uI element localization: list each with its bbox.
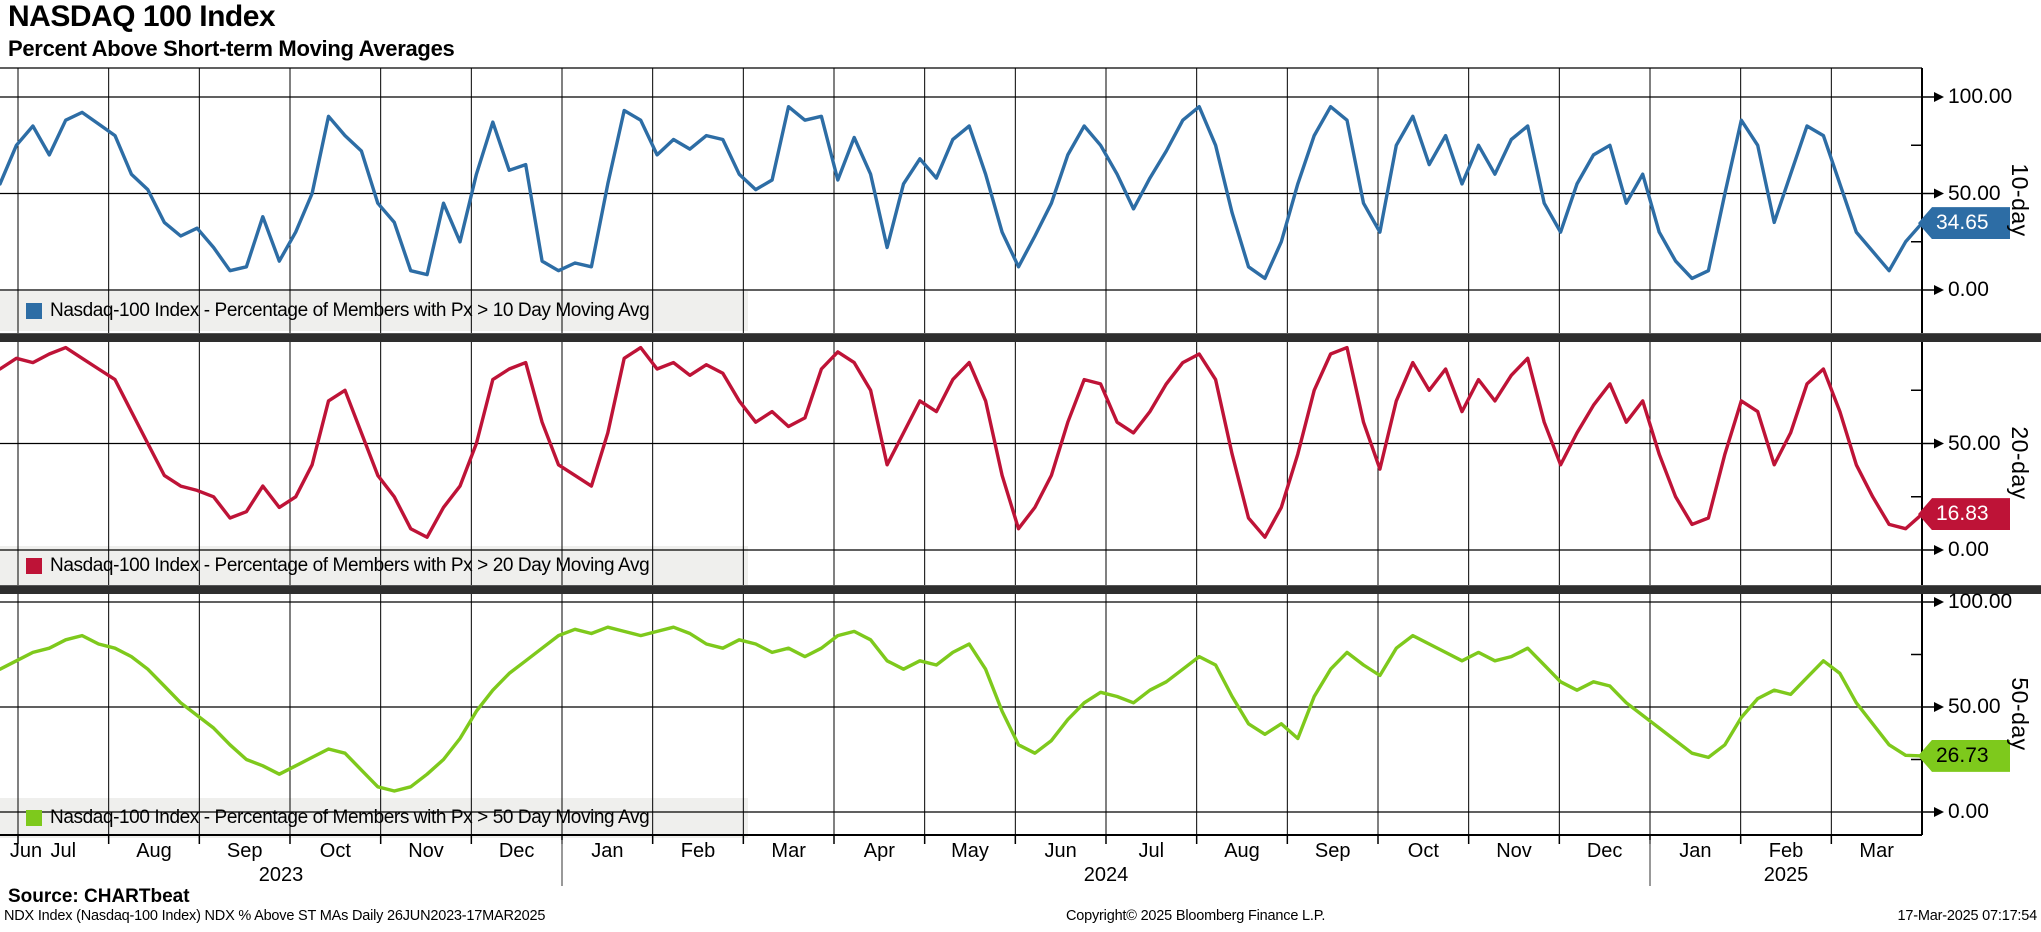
ytick-label: 100.00 [1948,85,2013,108]
month-label: Aug [1224,840,1260,862]
legend-band-20day [0,546,748,586]
ytick-label: 0.00 [1948,278,1989,301]
panel-divider-2 [0,585,2041,594]
legend-label-10day: Nasdaq-100 Index - Percentage of Members… [50,300,650,321]
month-label: Aug [136,840,172,862]
legend-band-50day [0,798,748,838]
tick-arrow-icon [1934,438,1944,449]
month-label: Jan [591,840,624,862]
month-label: Jun [9,840,43,862]
month-label: Mar [771,840,806,862]
panel-divider-1 [0,333,2041,342]
series-line-20-day [0,345,1922,539]
last-value-tag-10day[interactable]: 34.65 [1918,207,2010,240]
legend-50day[interactable]: Nasdaq-100 Index - Percentage of Members… [0,798,748,838]
ytick-label: 0.00 [1948,800,1989,823]
tick-arrow-icon [1934,807,1944,817]
month-label: Oct [1407,840,1439,862]
month-label: Nov [1496,840,1532,862]
axis-label-20day: 20-day [2007,426,2033,500]
legend-band-10day [0,291,748,331]
footer-copyright: Copyright© 2025 Bloomberg Finance L.P. [1066,908,1326,924]
month-label: Feb [680,840,716,862]
legend-label-50day: Nasdaq-100 Index - Percentage of Members… [50,807,650,828]
month-label: Apr [863,840,895,862]
last-value-tag-20day[interactable]: 16.83 [1918,498,2010,531]
legend-10day[interactable]: Nasdaq-100 Index - Percentage of Members… [0,291,748,331]
month-label: Jul [50,840,77,862]
ytick-label: 0.00 [1948,538,1989,561]
year-label: 2024 [1083,864,1129,886]
year-label: 2023 [258,864,304,886]
ytick-label: 50.00 [1948,181,2001,205]
month-label: Sep [226,840,263,862]
tick-arrow-icon [1934,285,1944,295]
month-label: Sep [1314,840,1351,862]
month-label: Jan [1679,840,1712,862]
legend-swatch-blue-icon [26,303,42,319]
month-label: Dec [1586,840,1623,862]
tick-arrow-icon [1934,702,1944,712]
tick-arrow-icon [1934,92,1944,102]
last-value-tag-50day[interactable]: 26.73 [1918,739,2010,772]
page-title: NASDAQ 100 Index [8,0,276,33]
month-label: May [951,840,989,862]
axis-label-50day: 50-day [2007,677,2033,751]
month-label: Oct [319,840,351,862]
ytick-label: 100.00 [1948,590,2013,613]
month-label: Jul [1138,840,1165,862]
source-label: Source: CHARTbeat [8,886,190,907]
month-label: Feb [1768,840,1804,862]
legend-swatch-red-icon [26,558,42,574]
legend-20day[interactable]: Nasdaq-100 Index - Percentage of Members… [0,546,748,586]
footer-security-info: NDX Index (Nasdaq-100 Index) NDX % Above… [4,908,546,924]
ytick-label: 50.00 [1948,431,2001,455]
series-line-10-day [0,104,1922,281]
tick-arrow-icon [1934,188,1944,199]
tick-arrow-icon [1934,597,1944,607]
month-label: Mar [1859,840,1894,862]
axis-label-10day: 10-day [2007,163,2033,237]
footer-timestamp: 17-Mar-2025 07:17:54 [1897,908,2038,924]
month-label: Nov [408,840,444,862]
ytick-label: 50.00 [1948,695,2001,718]
series-line-50-day [0,625,1922,793]
month-label: Dec [498,840,535,862]
page-subtitle: Percent Above Short-term Moving Averages [8,36,455,61]
year-label: 2025 [1763,864,1809,886]
month-label: Jun [1044,840,1077,862]
tick-arrow-icon [1934,545,1944,555]
legend-swatch-green-icon [26,810,42,826]
legend-label-20day: Nasdaq-100 Index - Percentage of Members… [50,555,650,576]
